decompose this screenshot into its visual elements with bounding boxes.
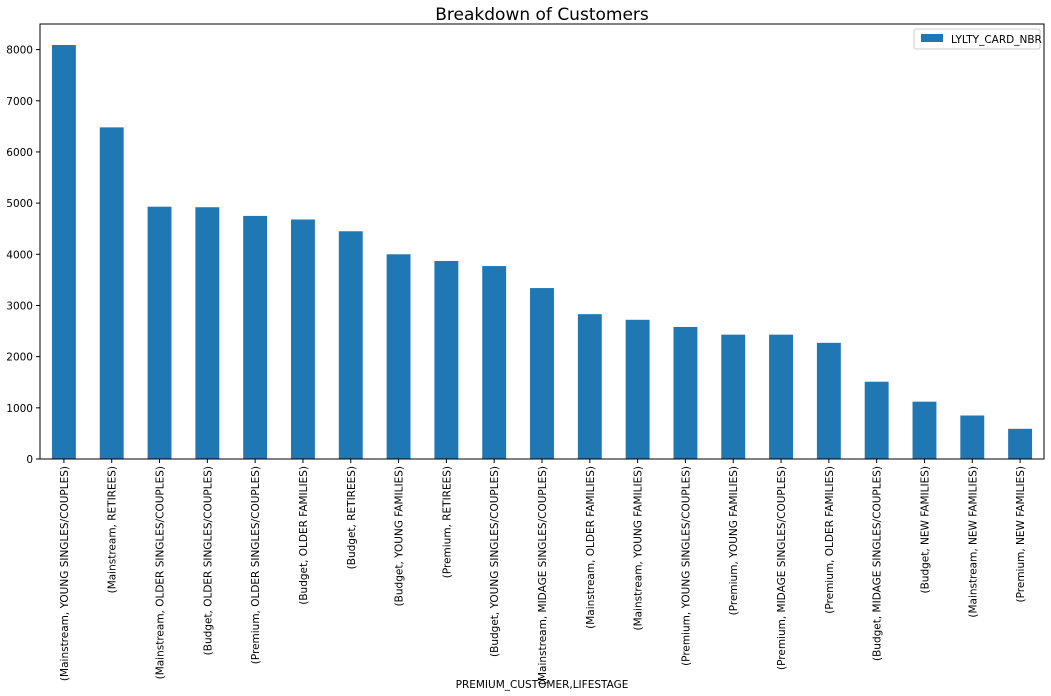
x-tick-label: (Budget, NEW FAMILIES) xyxy=(919,466,931,594)
x-tick-label: (Premium, YOUNG SINGLES/COUPLES) xyxy=(680,466,692,666)
legend: LYLTY_CARD_NBR xyxy=(913,28,1042,50)
bar xyxy=(577,314,602,459)
bar xyxy=(434,260,459,459)
bar xyxy=(960,415,985,459)
y-tick-label: 6000 xyxy=(6,147,33,159)
bar xyxy=(864,381,889,459)
x-tick-label: (Mainstream, RETIREES) xyxy=(107,466,119,593)
x-tick-label: (Budget, MIDAGE SINGLES/COUPLES) xyxy=(872,466,884,661)
y-tick-label: 3000 xyxy=(6,300,33,312)
x-tick-label: (Premium, RETIREES) xyxy=(441,466,453,578)
bar xyxy=(386,254,411,459)
x-tick-label: (Premium, YOUNG FAMILIES) xyxy=(728,466,740,615)
x-tick-label: (Mainstream, OLDER SINGLES/COUPLES) xyxy=(155,466,167,679)
x-tick-label: (Premium, OLDER FAMILIES) xyxy=(824,466,836,614)
bars-group xyxy=(51,44,1033,460)
bar xyxy=(243,215,268,459)
x-axis: (Mainstream, YOUNG SINGLES/COUPLES) (Main… xyxy=(59,459,1027,685)
bar xyxy=(338,231,363,459)
x-tick-label: (Mainstream, YOUNG FAMILIES) xyxy=(633,466,645,631)
bar xyxy=(99,127,124,460)
x-tick-label: (Mainstream, OLDER FAMILIES) xyxy=(585,466,597,629)
x-tick-label: (Mainstream, NEW FAMILIES) xyxy=(967,466,979,618)
bar xyxy=(816,342,841,459)
y-tick-label: 4000 xyxy=(6,249,33,261)
bar xyxy=(1008,428,1033,459)
y-axis: 0 1000 2000 3000 4000 5000 6000 7000 8000 xyxy=(6,45,40,466)
bar xyxy=(51,44,76,459)
x-tick-label: (Mainstream, YOUNG SINGLES/COUPLES) xyxy=(59,466,71,681)
y-tick-label: 0 xyxy=(26,454,33,466)
x-tick-label: (Premium, MIDAGE SINGLES/COUPLES) xyxy=(776,466,788,670)
bar xyxy=(482,266,507,459)
plot-frame xyxy=(39,23,1045,460)
bar xyxy=(721,334,746,459)
x-tick-label: (Budget, RETIREES) xyxy=(346,466,358,569)
y-tick-label: 2000 xyxy=(6,352,33,364)
bar xyxy=(195,207,220,459)
bar xyxy=(912,401,937,459)
bar xyxy=(147,206,172,459)
legend-label: LYLTY_CARD_NBR xyxy=(951,34,1042,46)
bar xyxy=(673,326,698,459)
y-tick-label: 1000 xyxy=(6,403,33,415)
y-tick-label: 5000 xyxy=(6,198,33,210)
x-tick-label: (Mainstream, MIDAGE SINGLES/COUPLES) xyxy=(537,466,549,685)
x-tick-label: (Budget, OLDER FAMILIES) xyxy=(298,466,310,605)
x-tick-label: (Budget, YOUNG FAMILIES) xyxy=(394,466,406,606)
x-tick-label: (Premium, OLDER SINGLES/COUPLES) xyxy=(250,466,262,664)
y-tick-label: 7000 xyxy=(6,96,33,108)
legend-box xyxy=(913,28,1041,50)
bar xyxy=(530,288,554,459)
x-tick-label: (Budget, YOUNG SINGLES/COUPLES) xyxy=(489,466,501,657)
bar xyxy=(291,219,315,459)
chart-title: Breakdown of Customers xyxy=(435,5,649,25)
legend-swatch xyxy=(921,34,943,42)
bar xyxy=(769,334,793,459)
x-tick-label: (Premium, NEW FAMILIES) xyxy=(1015,466,1027,602)
bar xyxy=(625,319,650,459)
y-tick-label: 8000 xyxy=(6,45,33,57)
x-tick-label: (Budget, OLDER SINGLES/COUPLES) xyxy=(202,466,214,655)
x-axis-label: PREMIUM_CUSTOMER,LIFESTAGE xyxy=(456,679,629,691)
